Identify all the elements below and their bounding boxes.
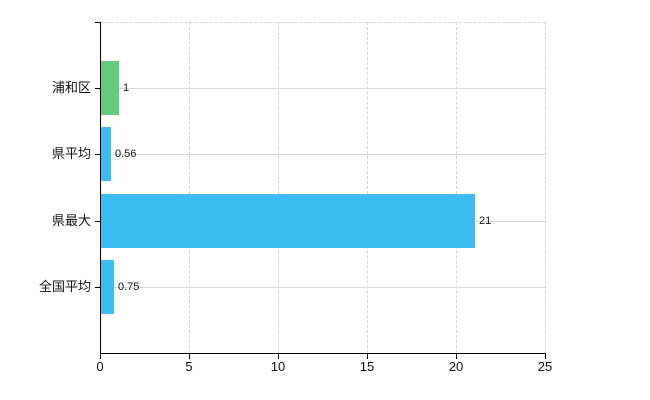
y-axis-tick [95,22,100,23]
x-tick-label: 0 [96,359,104,374]
category-label: 浦和区 [51,80,91,95]
bar-value-label: 0.75 [118,281,140,293]
gridline-vertical [189,22,190,353]
gridline-vertical [545,22,546,353]
category-label: 県平均 [51,146,91,161]
x-axis [100,353,546,354]
gridline-vertical [278,22,279,353]
bar-value-label: 1 [123,82,130,94]
x-tick-label: 25 [537,359,553,374]
y-axis-tick [95,154,100,155]
bar-value-label: 0.56 [115,148,137,160]
x-axis-tick [278,354,279,359]
x-axis-tick [189,354,190,359]
category-label: 県最大 [51,213,91,228]
gridline-horizontal [101,154,546,155]
y-axis-tick [95,221,100,222]
bar [101,194,475,248]
x-axis-tick [456,354,457,359]
x-tick-label: 15 [359,359,375,374]
plot-top-border [100,22,546,23]
gridline-horizontal [101,88,546,89]
x-axis-tick [545,354,546,359]
x-tick-label: 10 [270,359,286,374]
bar-value-label: 21 [479,215,492,227]
x-tick-label: 20 [448,359,464,374]
bar [101,61,119,115]
bar [101,127,111,181]
category-label: 全国平均 [38,279,91,294]
y-axis-tick [95,88,100,89]
y-axis [100,22,101,354]
x-axis-tick [100,354,101,359]
x-tick-label: 5 [185,359,193,374]
gridline-vertical [456,22,457,353]
y-axis-tick [95,287,100,288]
x-axis-tick [367,354,368,359]
plot-area [100,22,546,353]
gridline-horizontal [101,287,546,288]
bar [101,260,114,314]
gridline-vertical [367,22,368,353]
